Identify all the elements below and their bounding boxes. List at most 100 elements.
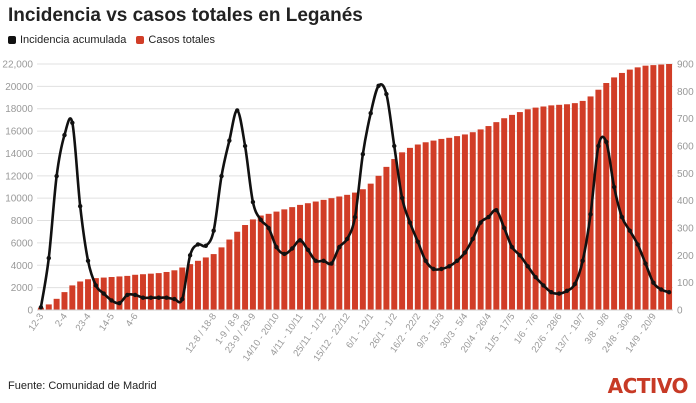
incidencia-point — [62, 132, 67, 138]
incidencia-point — [509, 244, 515, 250]
incidencia-point — [289, 246, 295, 251]
bar — [336, 196, 343, 310]
y-right-tick-label: 400 — [677, 196, 694, 207]
incidencia-point — [604, 139, 609, 145]
bar — [249, 219, 256, 310]
incidencia-point — [525, 264, 530, 269]
legend-item-casos[interactable]: Casos totales — [136, 34, 215, 46]
incidencia-point — [337, 244, 342, 250]
incidencia-point — [541, 283, 546, 288]
bar — [501, 118, 508, 311]
bar — [587, 96, 594, 310]
y-left-tick-label: 18000 — [5, 104, 33, 115]
incidencia-point — [368, 111, 373, 116]
bar — [320, 199, 327, 310]
y-left-tick-label: 2000 — [11, 283, 34, 294]
bar — [234, 231, 241, 310]
bar — [202, 257, 209, 310]
bar — [493, 122, 500, 311]
bar — [611, 77, 618, 310]
bar — [524, 109, 531, 310]
bar — [171, 270, 178, 310]
bar — [406, 147, 413, 310]
incidencia-point — [352, 214, 358, 220]
bar — [163, 271, 170, 310]
y-right-tick-label: 200 — [677, 251, 694, 262]
bar — [194, 260, 201, 310]
incidencia-point — [148, 295, 154, 300]
incidencia-point — [643, 261, 648, 266]
incidencia-point — [227, 138, 232, 143]
incidencia-point — [297, 238, 303, 243]
legend: Incidencia acumulada Casos totales — [8, 34, 215, 46]
incidencia-point — [399, 195, 405, 201]
y-left-tick-label: 10000 — [5, 194, 33, 205]
incidencia-point — [447, 264, 452, 269]
incidencia-point — [258, 217, 263, 222]
y-right-tick-label: 600 — [677, 142, 694, 153]
bar — [132, 274, 139, 310]
incidencia-point — [423, 258, 428, 263]
bar — [116, 276, 123, 310]
incidencia-point — [627, 228, 633, 233]
incidencia-point — [549, 290, 554, 295]
legend-item-incidencia[interactable]: Incidencia acumulada — [8, 34, 126, 46]
bar — [438, 138, 445, 310]
legend-label-casos: Casos totales — [148, 34, 216, 46]
bar — [477, 129, 484, 310]
incidencia-point — [564, 288, 570, 294]
incidencia-point — [282, 251, 287, 257]
incidencia-point — [266, 225, 271, 231]
bar — [626, 69, 633, 310]
bar — [469, 132, 476, 310]
y-left-tick-label: 0 — [27, 306, 33, 317]
y-right-tick-label: 900 — [677, 60, 694, 71]
incidencia-point — [219, 173, 224, 179]
bar — [265, 213, 272, 310]
x-tick-label: 12-8 / 18-8 — [184, 311, 219, 355]
bar — [226, 239, 233, 310]
activo-logo: ACTIVO — [607, 374, 689, 398]
x-tick-label: 4-6 — [124, 311, 141, 329]
incidencia-point — [180, 296, 185, 302]
incidencia-point — [533, 275, 538, 280]
incidencia-point — [462, 250, 468, 255]
bar — [289, 207, 296, 310]
incidencia-point — [242, 143, 248, 149]
incidencia-point — [517, 253, 523, 258]
bar — [391, 159, 398, 310]
legend-label-incidencia: Incidencia acumulada — [20, 34, 127, 46]
incidencia-point — [407, 220, 413, 225]
bar — [375, 175, 382, 310]
incidencia-point — [211, 228, 216, 233]
incidencia-point — [329, 261, 334, 266]
incidencia-point — [70, 120, 75, 125]
bar — [312, 201, 319, 310]
bar — [304, 203, 311, 310]
bar — [548, 105, 555, 310]
y-left-tick-label: 16000 — [5, 127, 33, 138]
incidencia-point — [140, 295, 146, 300]
incidencia-point — [46, 255, 51, 261]
incidencia-point — [274, 244, 279, 250]
incidencia-point — [313, 258, 318, 263]
legend-swatch-casos — [136, 36, 145, 44]
incidencia-point — [235, 108, 240, 113]
incidencia-point — [486, 214, 491, 220]
incidencia-point — [384, 91, 389, 97]
incidencia-point — [439, 266, 444, 272]
y-right-tick-label: 700 — [677, 114, 694, 125]
incidencia-point — [580, 258, 585, 263]
bar — [532, 107, 539, 310]
bar — [69, 285, 76, 310]
bar — [92, 278, 99, 310]
bar — [571, 103, 578, 311]
incidencia-point — [93, 283, 99, 288]
y-right-tick-label: 0 — [677, 306, 683, 317]
incidencia-point — [54, 173, 59, 179]
legend-swatch-incidencia — [8, 36, 16, 44]
y-left-tick-label: 4000 — [11, 261, 34, 272]
bar — [359, 189, 366, 310]
incidencia-point — [109, 298, 114, 303]
incidencia-point — [659, 287, 664, 292]
